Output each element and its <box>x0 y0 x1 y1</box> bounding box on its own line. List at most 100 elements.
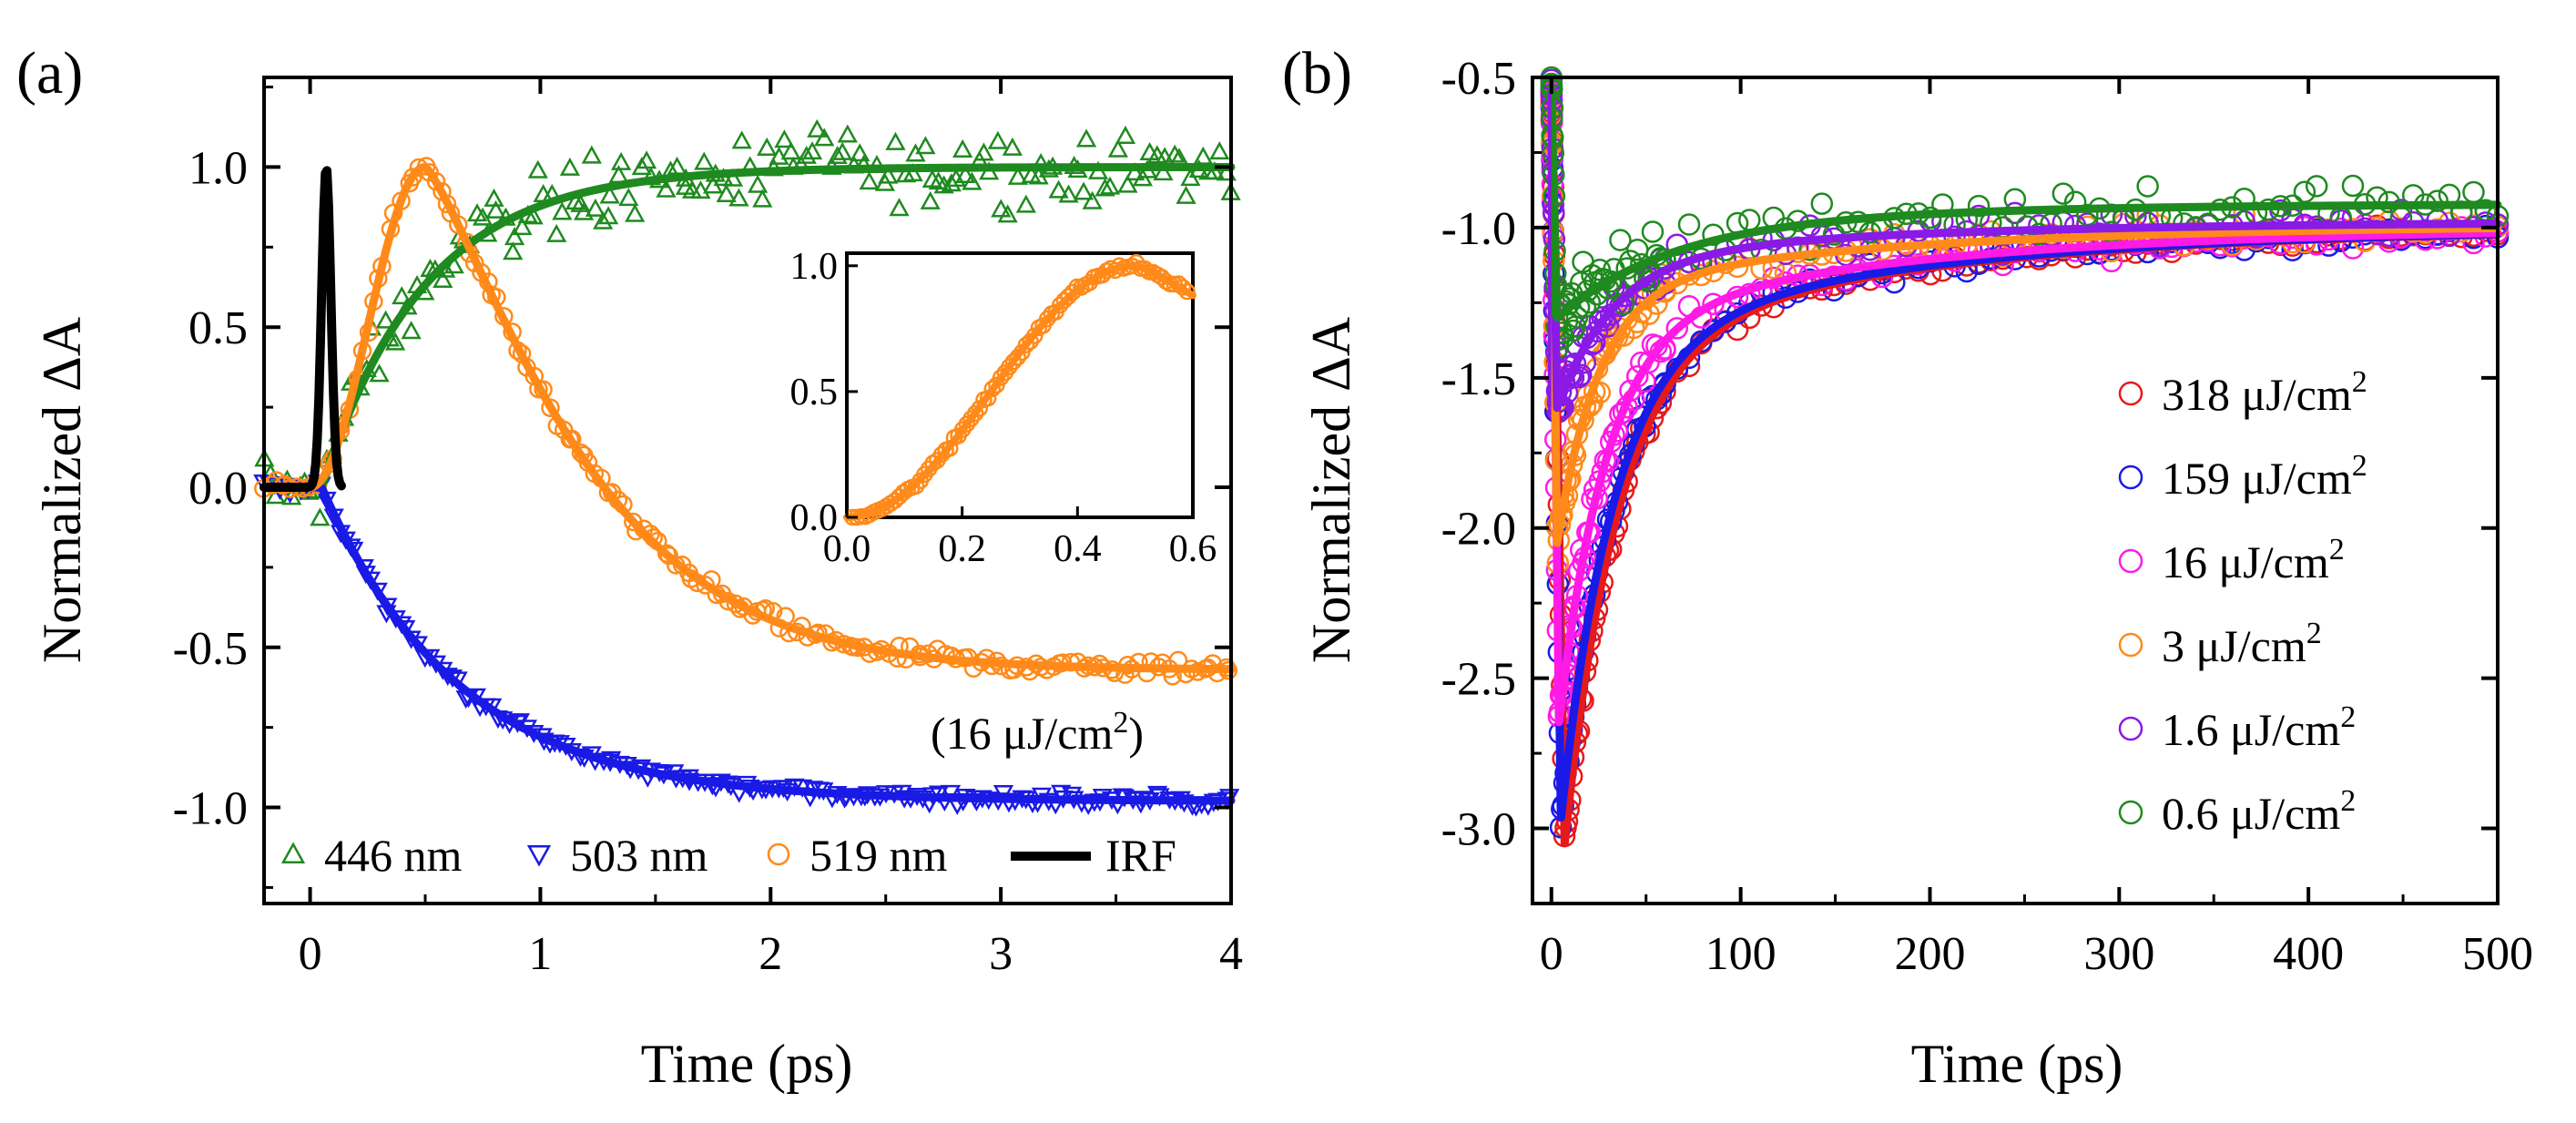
legend-label: 159 μJ/cm2 <box>2162 449 2367 504</box>
y-tick-label: -1.0 <box>1441 203 1516 255</box>
legend-marker <box>2118 548 2143 574</box>
fit-line-503-nm <box>260 483 1236 805</box>
data-point <box>832 141 853 160</box>
x-tick-label: 100 <box>1705 928 1777 980</box>
y-tick-label: -0.5 <box>173 623 248 675</box>
series-503-nm-points <box>253 474 1240 817</box>
y-tick-label: -2.5 <box>1441 654 1516 706</box>
panel-b-chart: (b) 0 100 200 300 400 500 -0.5 -1.0 -1.5 -2.0 -2.5… <box>1282 40 2533 1094</box>
data-point <box>1193 146 1214 165</box>
legend-value: 16 μJ/cm <box>2162 536 2329 587</box>
data-point <box>885 131 906 150</box>
data-point <box>2305 175 2328 198</box>
data-point <box>1810 192 1834 215</box>
data-point <box>1007 166 1028 185</box>
x-tick-label: 0 <box>1540 928 1563 980</box>
inset-point <box>1001 358 1018 376</box>
data-point <box>774 129 795 148</box>
legend-marker <box>2118 381 2143 406</box>
panel-a-chart: (a) 0 1 2 3 4 -1.0 -0.5 0.0 0.5 1.0 Time (ps) Nor… <box>16 40 1243 1094</box>
fit-line-1.6 <box>1547 87 2502 413</box>
data-point <box>401 321 422 340</box>
y-tick-label: 1.0 <box>188 142 248 194</box>
data-point <box>731 130 752 149</box>
x-tick-label: 400 <box>2273 928 2344 980</box>
inset-y-tick-label: 0.0 <box>790 497 839 539</box>
legend-value: 318 μJ/cm <box>2162 369 2352 420</box>
inset-ticks: 0.0 0.2 0.4 0.6 0.0 0.5 1.0 <box>790 246 1217 570</box>
data-point <box>310 507 331 526</box>
data-point <box>987 130 1008 149</box>
data-point <box>690 180 711 199</box>
data-point <box>1738 209 1761 231</box>
fit-line-446-nm <box>260 162 1236 492</box>
inset-y-tick-label: 0.5 <box>790 372 839 413</box>
data-point <box>1002 137 1023 156</box>
data-point <box>2003 188 2027 211</box>
x-tick-label: 200 <box>1894 928 1965 980</box>
data-point <box>915 136 936 155</box>
inset-point <box>983 380 1002 398</box>
data-point <box>656 179 677 198</box>
panel-b-data <box>1540 66 2510 848</box>
y-tick-label: -2.0 <box>1441 504 1516 556</box>
legend-sup: 2 <box>2352 449 2367 483</box>
data-point <box>752 189 773 208</box>
panel-b-xlabel: Time (ps) <box>1911 1034 2123 1094</box>
inset-point <box>1017 336 1035 353</box>
legend-marker <box>2118 800 2143 825</box>
panel-a-ylabel: Normalized ΔA <box>32 317 92 663</box>
legend-label: 0.6 μJ/cm2 <box>2162 784 2356 839</box>
legend-label: IRF <box>1105 830 1176 881</box>
data-point <box>1115 125 1136 144</box>
legend-label: 16 μJ/cm2 <box>2162 533 2345 587</box>
data-point <box>403 168 423 187</box>
legend-marker <box>2118 465 2143 490</box>
data-point <box>780 141 801 160</box>
legend-marker <box>526 844 552 867</box>
x-tick-label: 3 <box>989 928 1013 980</box>
y-tick-label: 0.0 <box>188 463 248 515</box>
data-point <box>1665 271 1688 295</box>
y-tick-label: 0.5 <box>188 302 248 354</box>
data-point <box>878 165 899 184</box>
data-point <box>859 171 880 190</box>
data-point <box>1075 128 1097 148</box>
panel-a-label: (a) <box>16 40 83 107</box>
data-point <box>2462 180 2485 204</box>
panel-a-inset: 0.0 0.2 0.4 0.6 0.0 0.5 1.0 <box>790 246 1217 570</box>
legend-value: 159 μJ/cm <box>2162 453 2352 504</box>
data-point <box>747 174 769 193</box>
data-point <box>1165 144 1186 163</box>
data-point <box>1125 162 1145 181</box>
fit-line-0.6 <box>1547 87 2502 322</box>
data-point <box>565 191 586 210</box>
data-point <box>369 363 390 383</box>
panel-a-legend: 446 nm 503 nm 519 nm IRF <box>280 830 1176 881</box>
data-point <box>2293 180 2316 203</box>
inset-x-tick-label: 0.6 <box>1169 528 1217 570</box>
legend-marker <box>2118 632 2143 658</box>
data-point <box>433 269 453 288</box>
data-point <box>1099 176 1121 195</box>
data-point <box>593 210 614 230</box>
x-tick-label: 2 <box>759 928 782 980</box>
data-point <box>722 168 744 187</box>
inset-point <box>1060 288 1077 305</box>
series-16-points <box>1540 81 2510 728</box>
data-point <box>716 183 737 202</box>
data-point <box>962 171 983 190</box>
data-point <box>1677 213 1701 236</box>
data-point <box>1082 190 1103 209</box>
legend-label: 3 μJ/cm2 <box>2162 617 2322 671</box>
data-point <box>585 198 606 217</box>
legend-label: 519 nm <box>809 830 948 881</box>
data-point <box>2426 189 2449 212</box>
data-point <box>504 227 525 246</box>
data-point <box>512 217 533 236</box>
data-point <box>1048 179 1069 199</box>
inset-data <box>843 253 1196 526</box>
panel-b-frame <box>1531 76 2500 905</box>
